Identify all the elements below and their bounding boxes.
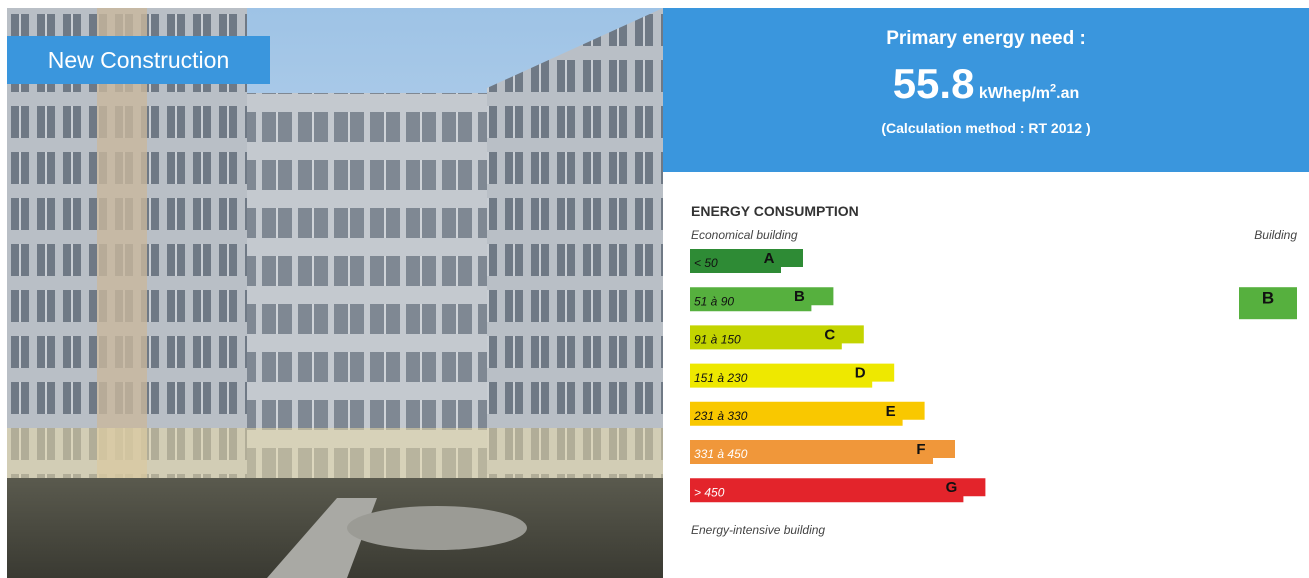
- building-class: B: [1262, 289, 1274, 308]
- energy-range: 151 à 230: [694, 371, 748, 385]
- energy-range: 231 à 330: [693, 409, 748, 423]
- unit-base: kWhep/m: [979, 85, 1050, 102]
- energy-letter: C: [824, 326, 835, 343]
- summary-value: 55.8: [893, 60, 975, 107]
- energy-range: 51 à 90: [694, 294, 734, 308]
- energy-bar: [690, 478, 985, 502]
- energy-range: > 450: [694, 485, 725, 499]
- energy-letter: D: [855, 365, 866, 382]
- page: New Construction Primary energy need : 5…: [0, 0, 1309, 578]
- energy-range: 91 à 150: [694, 333, 741, 347]
- energy-letter: F: [916, 441, 925, 458]
- unit-suffix: .an: [1056, 85, 1079, 102]
- building-photo: [7, 8, 663, 578]
- energy-letter: A: [764, 250, 775, 267]
- energy-range: 331 à 450: [694, 447, 748, 461]
- energy-letter: G: [946, 479, 958, 496]
- energy-letter: E: [886, 403, 896, 420]
- summary-title: Primary energy need :: [663, 28, 1309, 50]
- energy-scale: < 50 A 51 à 90 B B 91 à 150 C 151 à 230 D 231 à 3…: [663, 172, 1309, 578]
- energy-letter: B: [794, 288, 805, 305]
- badge: New Construction: [7, 36, 270, 84]
- energy-range: < 50: [694, 256, 718, 270]
- summary-method: (Calculation method : RT 2012 ): [663, 120, 1309, 136]
- consumption-panel: ENERGY CONSUMPTION Economical building B…: [663, 172, 1309, 578]
- summary-panel: Primary energy need : 55.8 kWhep/m2.an (…: [663, 8, 1309, 172]
- summary-value-row: 55.8 kWhep/m2.an: [663, 60, 1309, 108]
- summary-unit: kWhep/m2.an: [979, 85, 1079, 102]
